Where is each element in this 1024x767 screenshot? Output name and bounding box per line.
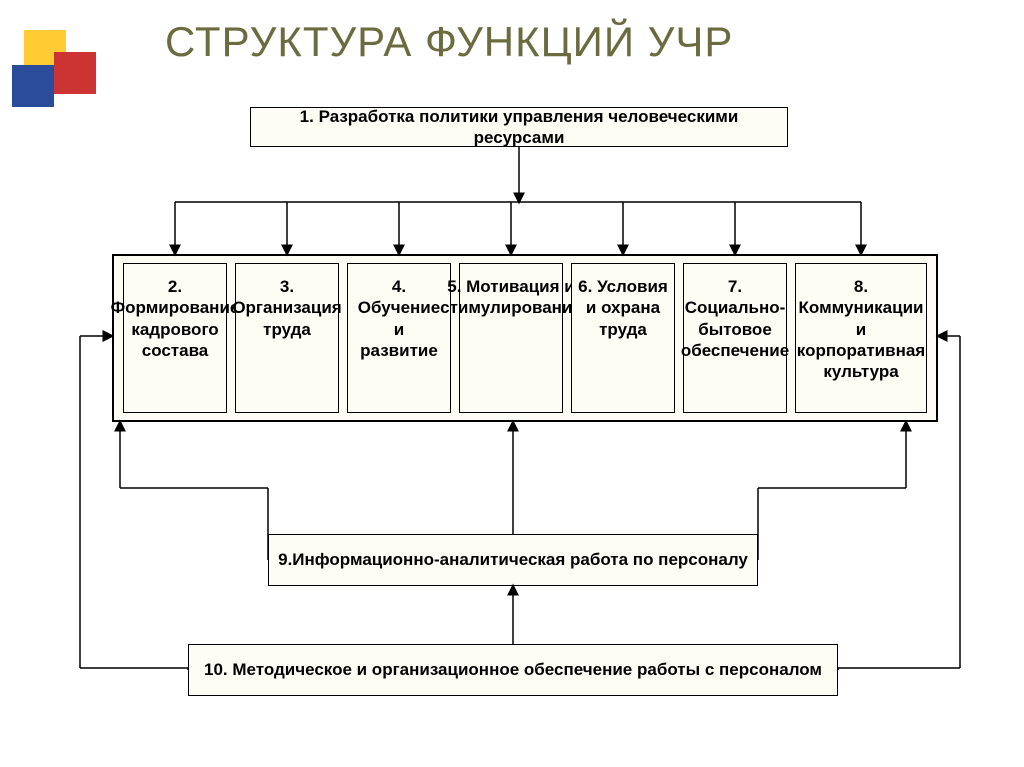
node-mid-6: 6. Условия и охрана труда [571, 263, 675, 413]
page-title: СТРУКТУРА ФУНКЦИЙ УЧР [165, 18, 733, 66]
node-mid-8: 8. Коммуникации и корпоративная культура [795, 263, 927, 413]
node-mid-3: 3. Организация труда [235, 263, 339, 413]
node-top: 1. Разработка политики управления челове… [250, 107, 788, 147]
slide: СТРУКТУРА ФУНКЦИЙ УЧР 1. Разработка поли… [0, 0, 1024, 767]
node-10: 10. Методическое и организационное обесп… [188, 644, 838, 696]
node-mid-4: 4. Обучение и развитие [347, 263, 451, 413]
logo-blue [12, 65, 54, 107]
node-mid-2: 2. Формирование кадрового состава [123, 263, 227, 413]
corner-logo-icon [12, 30, 102, 120]
node-mid-5: 5. Мотивация и стимулирование [459, 263, 563, 413]
logo-red [54, 52, 96, 94]
node-mid-7: 7. Социально-бытовое обеспечение [683, 263, 787, 413]
node-9: 9.Информационно-аналитическая работа по … [268, 534, 758, 586]
